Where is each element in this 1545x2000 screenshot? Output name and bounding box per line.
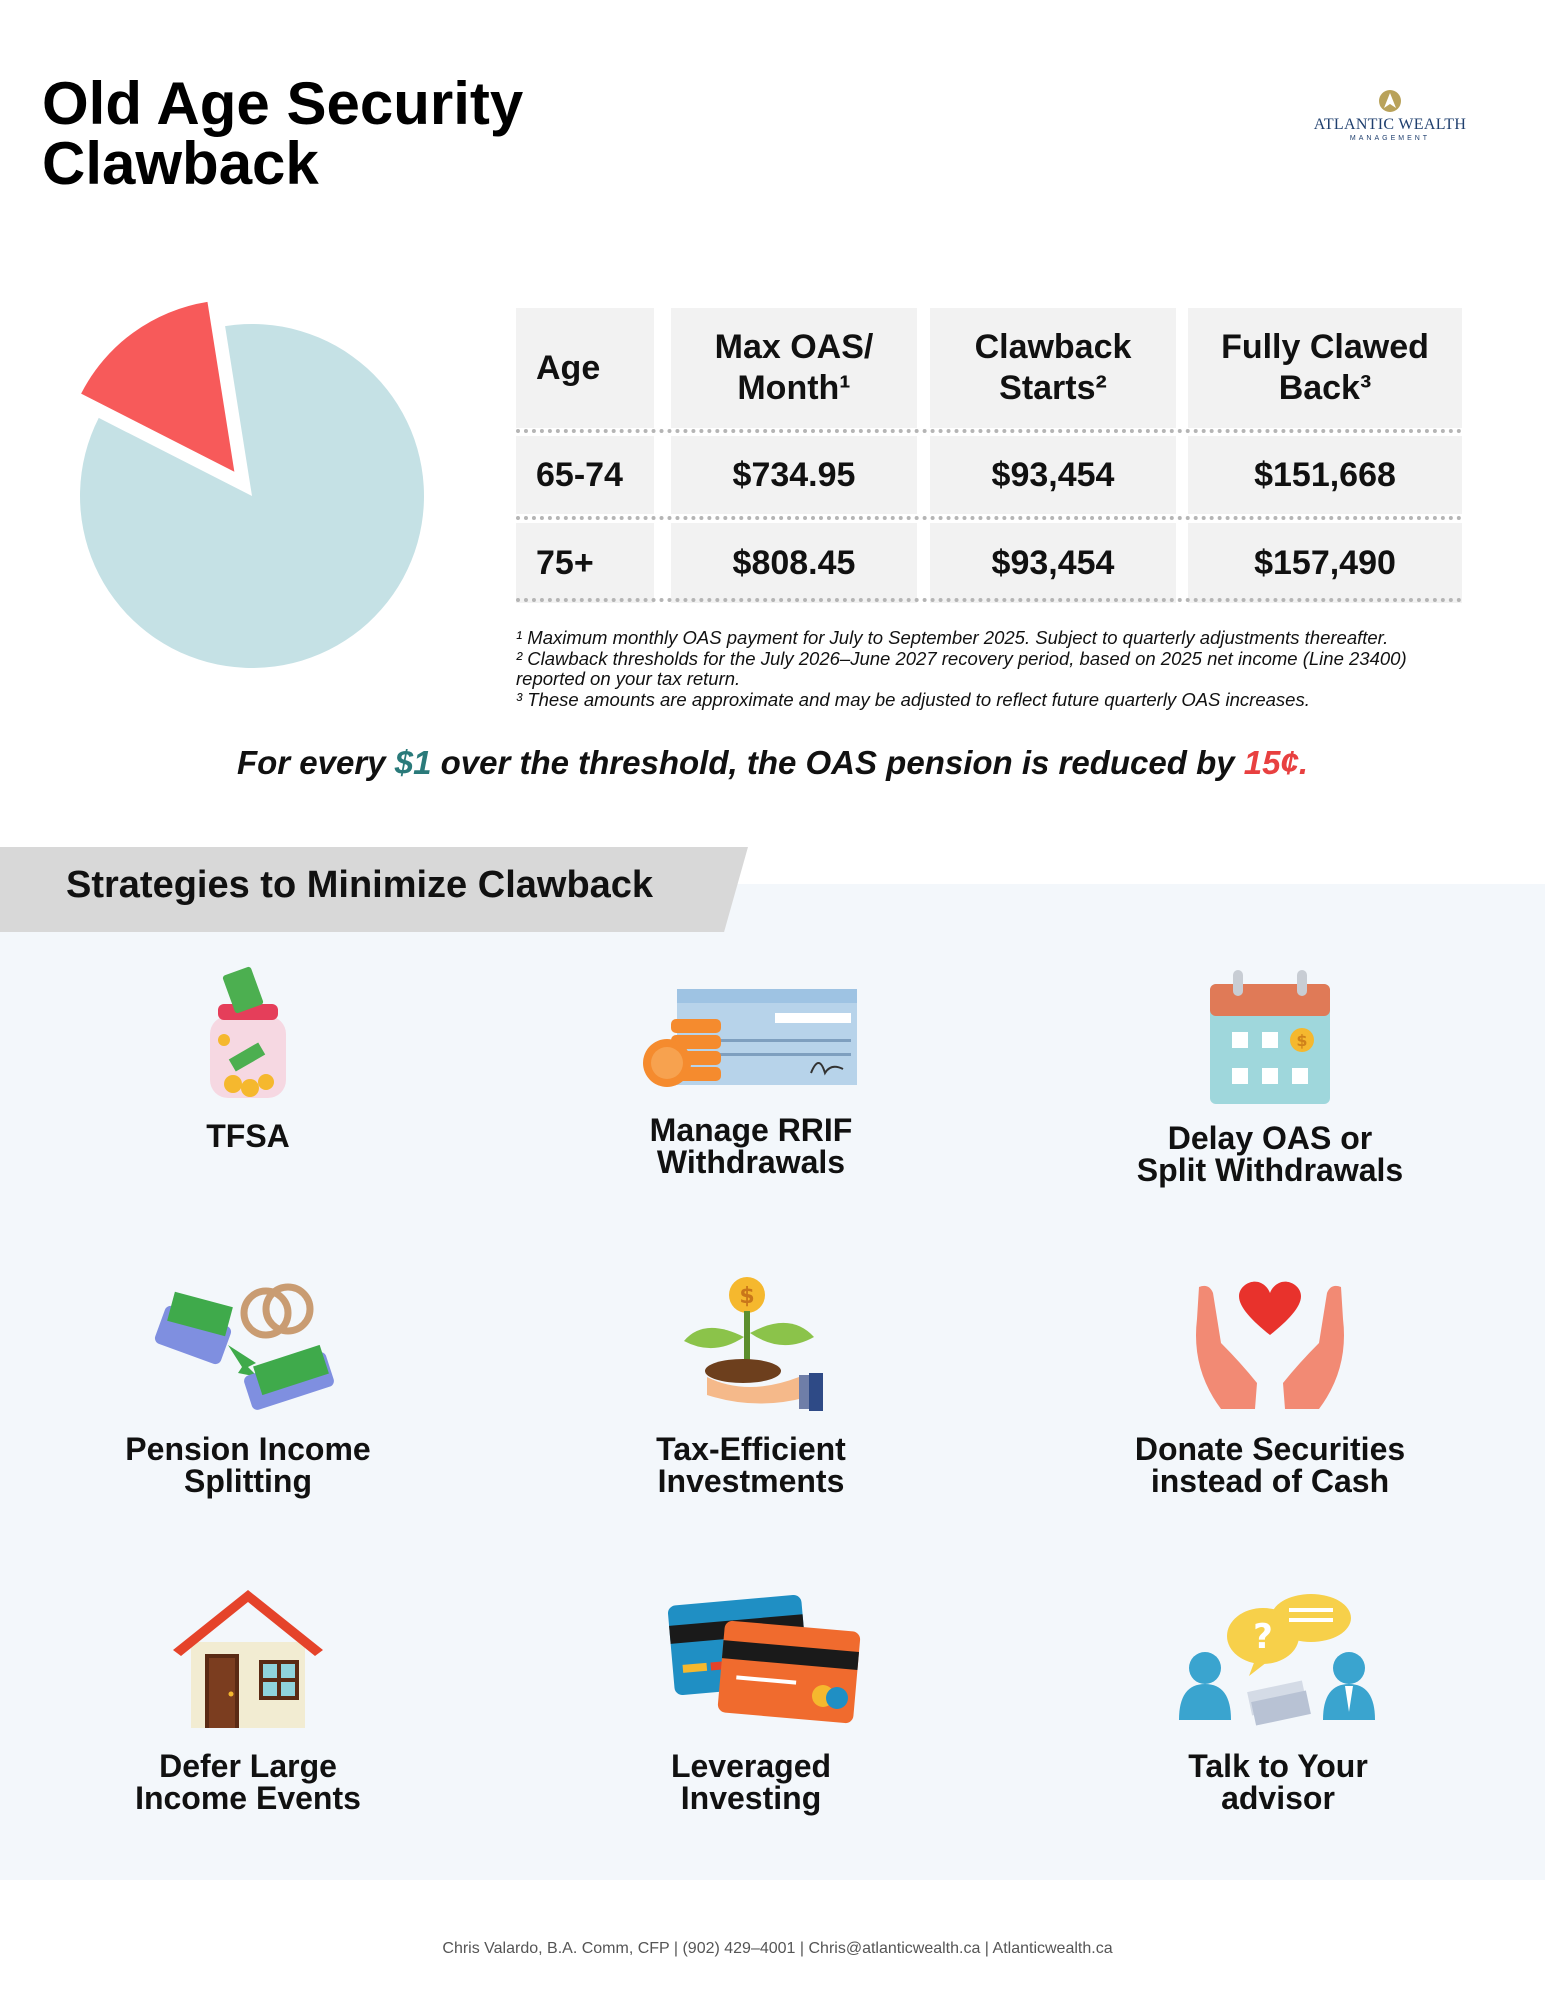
table-header-max-oas: Max OAS/ Month¹ [671, 308, 917, 428]
table-header-clawback-starts: Clawback Starts² [930, 308, 1176, 428]
strategy-label: Pension Income Splitting [125, 1431, 371, 1499]
money-jar-icon [210, 966, 286, 1098]
table-divider [516, 598, 1462, 602]
table-header-age: Age [516, 308, 654, 428]
table-cell-clawback-starts: $93,454 [930, 523, 1176, 603]
strategy-defer-income: Defer Large Income Events [18, 1590, 478, 1814]
strategy-label: Manage RRIF Withdrawals [649, 1112, 853, 1180]
svg-text:?: ? [1253, 1617, 1273, 1657]
strategies-title: Strategies to Minimize Clawback [66, 864, 654, 906]
strategy-donate-securities: Donate Securities instead of Cash [1040, 1275, 1500, 1497]
rings-money-icon [154, 1283, 334, 1410]
strategy-label: Tax-Efficient Investments [656, 1431, 846, 1499]
footnote: ² Clawback thresholds for the July 2026–… [516, 647, 1407, 689]
cheque-coins-icon [643, 989, 857, 1087]
pie-slice [79, 324, 425, 668]
strategy-leveraged-investing: Leveraged Investing [521, 1590, 981, 1814]
strategy-pension-splitting: Pension Income Splitting [18, 1275, 478, 1497]
table-cell-age: 65-74 [516, 436, 654, 514]
table-divider [516, 429, 1462, 433]
clawback-rule: For every $1 over the threshold, the OAS… [0, 744, 1545, 782]
advisor-chat-icon: ? [1179, 1594, 1375, 1726]
table-header-fully-clawed: Fully Clawed Back³ [1188, 308, 1462, 428]
footnote: ³ These amounts are approximate and may … [516, 688, 1310, 710]
strategy-label: Delay OAS or Split Withdrawals [1136, 1120, 1404, 1188]
strategy-label: Donate Securities instead of Cash [1134, 1431, 1406, 1499]
strategy-label: Leveraged Investing [670, 1748, 832, 1816]
footnote: ¹ Maximum monthly OAS payment for July t… [516, 627, 1389, 648]
rule-dollar: $1 [394, 744, 432, 781]
house-icon [173, 1590, 323, 1728]
table-divider [516, 516, 1462, 520]
heart-hands-icon [1196, 1281, 1344, 1409]
logo-mark-icon [1379, 90, 1401, 112]
rule-text: over the threshold, the OAS pension is r… [431, 744, 1244, 781]
plant-coin-icon: $ [684, 1277, 823, 1411]
table-cell-clawback-starts: $93,454 [930, 436, 1176, 514]
footnotes: ¹ Maximum monthly OAS payment for July t… [516, 627, 1476, 710]
footer-contact: Chris Valardo, B.A. Comm, CFP | (902) 42… [442, 1940, 1113, 1957]
page-title: Old Age Security Clawback [42, 70, 524, 197]
table-cell-age: 75+ [516, 523, 654, 603]
clawback-pie-chart [79, 301, 425, 668]
strategy-tfsa: TFSA [18, 966, 478, 1152]
strategy-label: Defer Large Income Events [135, 1748, 361, 1816]
strategy-label: TFSA [206, 1118, 290, 1154]
logo-name: ATLANTIC WEALTH [1313, 116, 1467, 133]
company-logo: ATLANTIC WEALTH MANAGEMENT [1310, 88, 1470, 142]
strategies-banner [0, 847, 748, 932]
table-cell-fully-clawed: $157,490 [1188, 523, 1462, 603]
rule-text: For every [236, 744, 395, 781]
strategy-talk-to-advisor: ? Talk to Your advisor [1048, 1590, 1508, 1814]
strategy-tax-efficient: $ Tax-Efficient Investments [521, 1275, 981, 1497]
calendar-icon: $ [1210, 970, 1330, 1104]
credit-cards-icon [667, 1594, 861, 1724]
svg-text:$: $ [739, 1284, 754, 1309]
strategy-rrif: Manage RRIF Withdrawals [521, 983, 981, 1178]
svg-text:$: $ [1296, 1031, 1307, 1050]
table-cell-max-oas: $808.45 [671, 523, 917, 603]
table-cell-max-oas: $734.95 [671, 436, 917, 514]
strategy-delay-oas: $ Delay OAS or Split Withdrawals [1040, 968, 1500, 1186]
table-cell-fully-clawed: $151,668 [1188, 436, 1462, 514]
logo-subtitle: MANAGEMENT [1349, 135, 1431, 142]
pie-slice [81, 301, 235, 472]
rule-cents: 15¢. [1243, 744, 1309, 781]
strategy-label: Talk to Your advisor [1188, 1748, 1368, 1816]
